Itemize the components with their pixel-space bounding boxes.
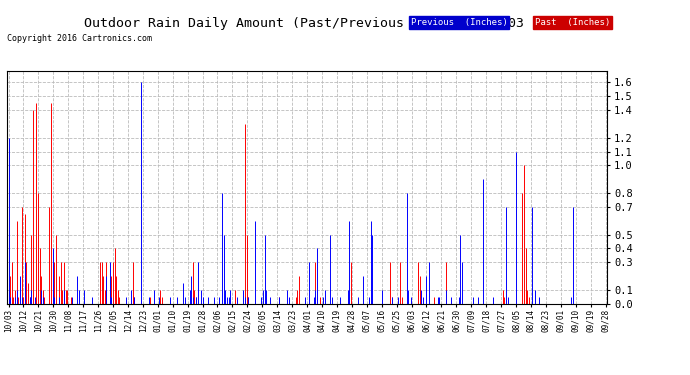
Text: Copyright 2016 Cartronics.com: Copyright 2016 Cartronics.com — [7, 34, 152, 43]
Text: Outdoor Rain Daily Amount (Past/Previous Year) 20161003: Outdoor Rain Daily Amount (Past/Previous… — [83, 17, 524, 30]
Text: Previous  (Inches): Previous (Inches) — [411, 18, 507, 27]
Text: Past  (Inches): Past (Inches) — [535, 18, 610, 27]
